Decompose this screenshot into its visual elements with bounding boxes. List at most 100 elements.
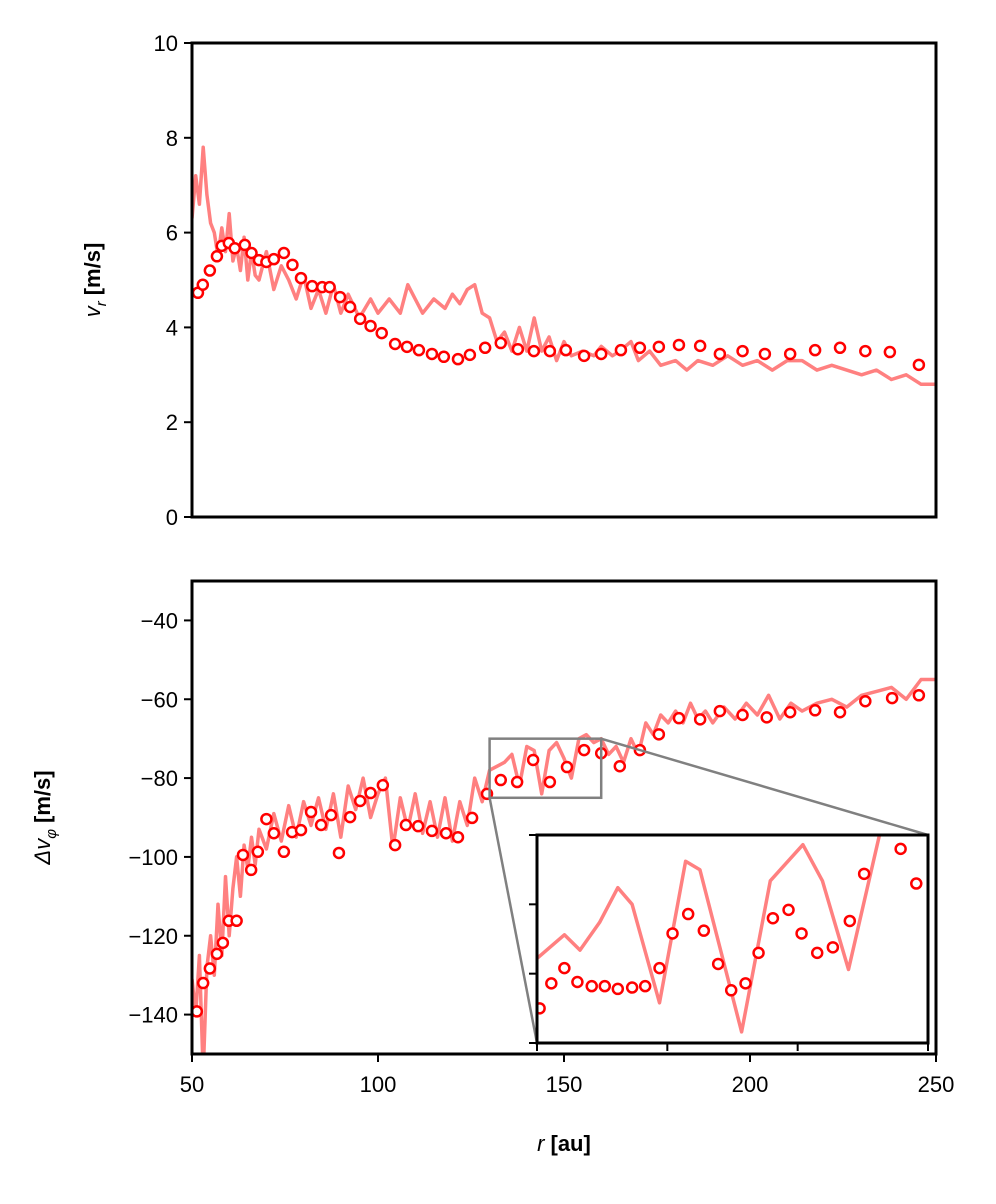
y-axis-label: vr [m/s] [80, 243, 110, 318]
data-marker [577, 349, 591, 363]
plot-background [537, 835, 928, 1043]
data-marker [795, 927, 808, 940]
x-tick-label: 200 [732, 1072, 769, 1097]
data-marker [305, 279, 319, 293]
data-marker [894, 842, 907, 856]
data-marker [210, 250, 224, 263]
y-tick-label: −40 [141, 608, 178, 633]
data-marker [652, 728, 666, 741]
data-marker [332, 846, 346, 860]
data-marker [672, 711, 686, 725]
data-marker [526, 753, 540, 767]
data-marker [196, 976, 210, 990]
data-marker [638, 979, 652, 993]
data-marker [559, 343, 573, 357]
data-marker [364, 786, 377, 800]
data-marker [693, 339, 707, 353]
data-marker [697, 924, 711, 937]
y-label-subscript: φ [43, 829, 60, 839]
data-marker [463, 348, 477, 362]
data-marker [810, 946, 824, 960]
data-marker [652, 340, 666, 354]
data-marker [752, 946, 765, 960]
data-marker [711, 957, 725, 971]
data-marker [425, 824, 439, 838]
data-marker [693, 713, 707, 726]
data-marker [364, 319, 377, 333]
data-marker [633, 341, 647, 355]
data-marker [399, 818, 413, 832]
x-label-unit: [au] [551, 1131, 591, 1156]
data-marker [614, 343, 628, 357]
data-layer [192, 677, 936, 1054]
data-marker [294, 823, 308, 837]
data-marker [713, 704, 727, 718]
x-tick-label: 50 [180, 1072, 204, 1097]
data-marker [494, 773, 508, 787]
data-marker [216, 936, 230, 950]
x-axis-label: r [au] [537, 1131, 591, 1156]
data-marker [594, 347, 608, 361]
data-marker [833, 706, 847, 719]
data-marker [324, 808, 338, 822]
data-marker [236, 848, 250, 862]
data-marker [465, 811, 479, 825]
data-marker [245, 246, 258, 260]
data-marker [783, 706, 797, 719]
data-marker [451, 830, 465, 844]
x-tick-label: 250 [918, 1072, 955, 1097]
inset [529, 833, 930, 1051]
y-tick-label: 6 [166, 221, 178, 246]
data-marker [859, 344, 872, 358]
data-line [537, 835, 885, 1034]
data-marker [571, 975, 584, 989]
y-axis-label: Δvφ [m/s] [30, 770, 60, 865]
data-marker [598, 979, 612, 993]
data-marker [739, 977, 752, 990]
data-marker [196, 278, 210, 291]
data-marker [304, 805, 318, 819]
data-marker [843, 914, 857, 928]
data-marker [672, 338, 686, 352]
data-marker [388, 838, 402, 852]
data-marker [203, 264, 217, 277]
data-marker [267, 827, 281, 840]
data-marker [267, 252, 281, 266]
data-layer [192, 145, 936, 387]
data-marker [323, 280, 336, 294]
data-marker [885, 691, 899, 705]
data-marker [228, 241, 242, 255]
zoom-connector [488, 797, 539, 1044]
data-marker [611, 982, 625, 996]
data-marker [511, 342, 525, 356]
data-marker [613, 760, 627, 773]
zoom-region [488, 737, 603, 800]
data-marker [437, 350, 451, 364]
data-marker [625, 981, 639, 994]
data-marker [545, 977, 558, 990]
data-marker [192, 1005, 204, 1018]
data-marker [912, 689, 926, 702]
y-tick-label: −120 [128, 924, 178, 949]
data-marker [577, 743, 591, 757]
data-marker [653, 961, 666, 975]
y-tick-label: −80 [141, 766, 178, 791]
data-marker [758, 347, 772, 361]
y-label-subscript: r [93, 300, 110, 306]
data-marker [910, 877, 923, 890]
data-marker [782, 903, 795, 917]
data-marker [766, 911, 780, 925]
y-tick-label: −60 [141, 687, 178, 712]
data-marker [783, 347, 797, 361]
data-marker [333, 290, 347, 304]
data-marker [314, 818, 328, 832]
axes-frame [535, 833, 930, 1045]
x-tick-label: 100 [360, 1072, 397, 1097]
data-marker [478, 341, 492, 355]
y-label-unit: [m/s] [80, 243, 105, 296]
y-label-symbol: Δv [30, 837, 55, 866]
data-marker [857, 867, 871, 881]
x-tick-label: 150 [546, 1072, 583, 1097]
y-tick-label: 10 [154, 31, 178, 56]
